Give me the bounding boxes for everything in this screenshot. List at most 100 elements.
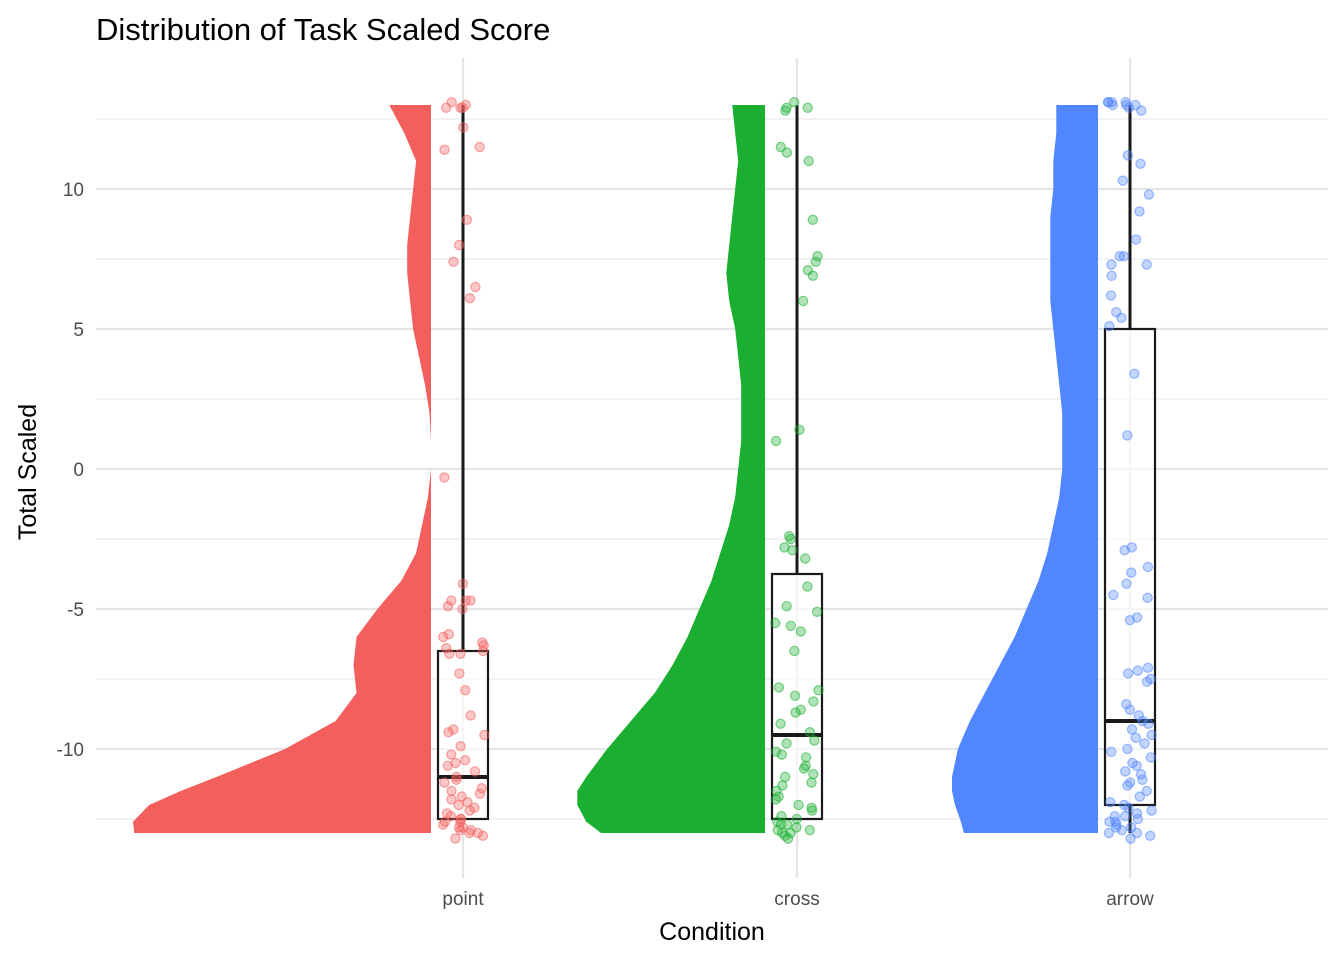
data-point-point: [470, 281, 481, 293]
data-point-point: [479, 729, 490, 741]
data-point-point: [437, 819, 449, 830]
data-point-arrow: [1132, 813, 1144, 825]
data-point-point: [476, 783, 487, 794]
data-point-point: [455, 102, 466, 114]
data-point-arrow: [1122, 150, 1134, 161]
data-point-arrow: [1146, 729, 1157, 741]
data-point-point: [446, 794, 457, 805]
data-point-arrow: [1124, 615, 1136, 626]
data-point-point: [448, 256, 459, 267]
x-tick-label-cross: cross: [774, 889, 819, 910]
tick-labels: -10 -5 0 5 10 point cross arrow: [57, 180, 1154, 910]
data-point-arrow: [1105, 290, 1117, 301]
data-point-point: [442, 760, 453, 772]
data-point-arrow: [1136, 105, 1147, 116]
data-point-point: [446, 749, 457, 760]
data-point-point: [457, 578, 469, 590]
y-axis-title: Total Scaled: [14, 404, 42, 540]
data-point-point: [451, 774, 462, 786]
data-point-point: [446, 785, 457, 797]
data-point-arrow: [1143, 718, 1154, 730]
data-point-arrow: [1104, 816, 1115, 828]
data-point-cross: [771, 785, 782, 797]
data-point-cross: [770, 794, 782, 805]
data-point-cross: [803, 155, 814, 167]
data-point-arrow: [1129, 368, 1140, 379]
data-point-cross: [775, 819, 787, 830]
data-point-cross: [770, 746, 782, 758]
y-tick-label: 0: [73, 460, 84, 481]
data-point-cross: [781, 147, 793, 158]
data-point-arrow: [1142, 561, 1154, 573]
data-point-arrow: [1104, 321, 1115, 332]
data-point-cross: [780, 105, 791, 116]
data-point-arrow: [1108, 589, 1119, 601]
data-point-cross: [800, 553, 811, 564]
data-point-arrow: [1121, 578, 1132, 590]
data-point-cross: [798, 295, 809, 307]
data-point-arrow: [1103, 96, 1114, 108]
data-point-arrow: [1117, 175, 1129, 186]
data-point-cross: [812, 251, 823, 262]
data-point-arrow: [1141, 785, 1153, 797]
data-point-cross: [806, 777, 817, 788]
data-point-arrow: [1125, 567, 1137, 578]
data-point-cross: [809, 735, 820, 746]
data-point-cross: [793, 799, 804, 811]
data-point-arrow: [1110, 822, 1122, 833]
data-point-arrow: [1120, 99, 1132, 111]
data-point-cross: [802, 102, 813, 114]
data-point-arrow: [1133, 710, 1145, 721]
data-point-arrow: [1143, 189, 1155, 200]
data-point-arrow: [1134, 791, 1146, 802]
data-point-arrow: [1122, 430, 1133, 441]
data-point-arrow: [1142, 592, 1153, 604]
data-point-cross: [777, 827, 788, 839]
data-point-cross: [775, 718, 786, 730]
data-point-arrow: [1142, 662, 1154, 674]
density-cloud-arrow: [952, 105, 1098, 833]
data-point-point: [455, 741, 466, 752]
data-point-cross: [802, 265, 814, 276]
data-point-point: [464, 293, 476, 304]
data-point-point: [453, 799, 464, 811]
data-point-cross: [804, 825, 816, 836]
data-point-arrow: [1106, 270, 1117, 281]
density-cloud-cross: [577, 105, 765, 833]
data-point-point: [458, 122, 469, 133]
data-point-point: [474, 141, 485, 153]
data-point-cross: [770, 435, 782, 447]
data-point-cross: [808, 696, 819, 707]
data-point-cross: [773, 682, 785, 693]
data-point-arrow: [1134, 206, 1145, 217]
data-point-cross: [776, 749, 788, 760]
data-point-cross: [808, 769, 819, 780]
data-point-point: [444, 648, 455, 660]
y-tick-label: 5: [73, 320, 84, 341]
data-point-cross: [811, 606, 823, 618]
data-point-cross: [806, 805, 818, 816]
y-tick-label: -10: [57, 740, 84, 761]
data-point-cross: [785, 827, 796, 839]
data-point-arrow: [1137, 715, 1148, 727]
data-point-arrow: [1124, 704, 1136, 716]
x-tick-label-point: point: [442, 889, 484, 910]
data-point-arrow: [1122, 743, 1133, 755]
data-point-point: [438, 631, 449, 643]
data-point-cross: [781, 738, 792, 749]
data-point-point: [461, 214, 473, 225]
data-point-arrow: [1146, 805, 1157, 816]
data-point-arrow: [1141, 676, 1153, 688]
data-point-point: [439, 472, 450, 483]
data-point-arrow: [1122, 780, 1133, 791]
data-point-point: [439, 777, 450, 788]
data-point-point: [469, 766, 481, 777]
data-point-arrow: [1105, 797, 1116, 808]
data-point-arrow: [1137, 774, 1148, 786]
chart-title: Distribution of Task Scaled Score: [96, 12, 550, 47]
data-point-cross: [802, 581, 813, 592]
data-point-arrow: [1119, 811, 1131, 822]
data-point-point: [464, 827, 475, 839]
data-point-arrow: [1122, 668, 1134, 679]
data-point-arrow: [1139, 738, 1150, 749]
